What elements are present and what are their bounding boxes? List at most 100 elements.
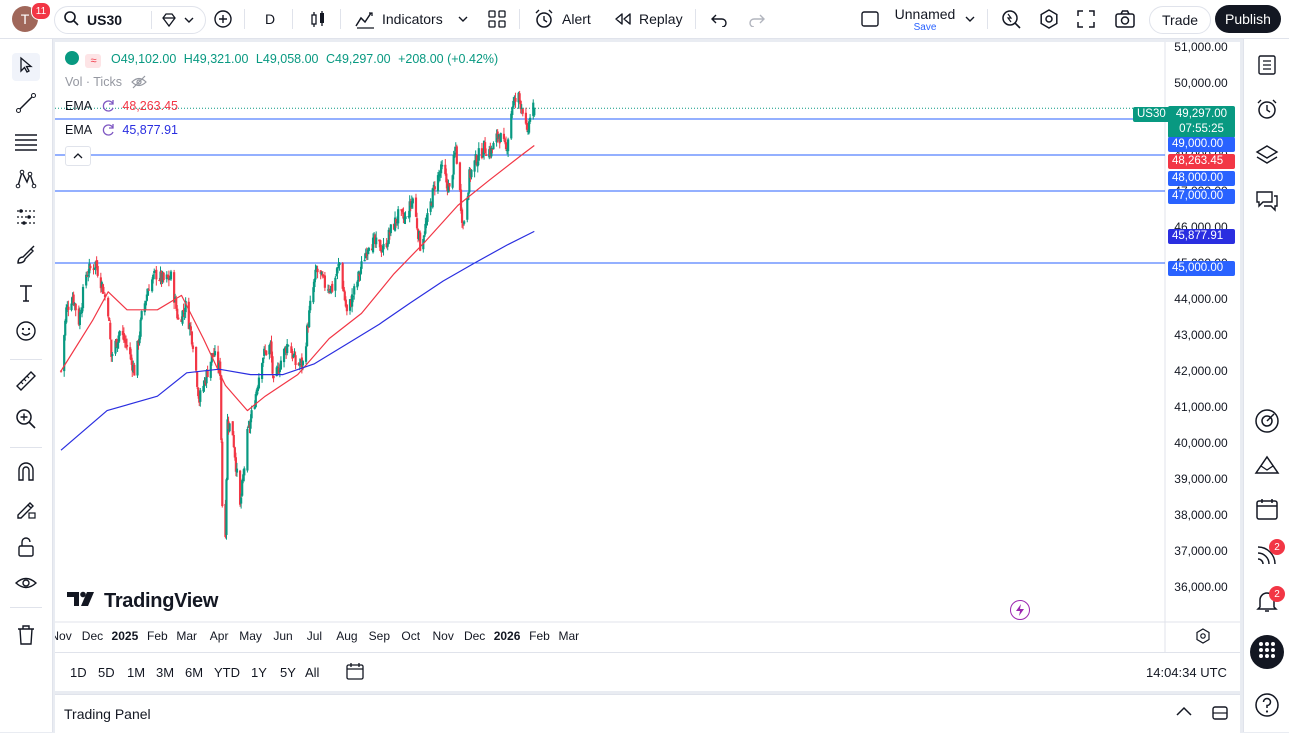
indicators-button[interactable]: Indicators bbox=[354, 0, 469, 38]
help-button[interactable] bbox=[1253, 692, 1281, 721]
remove-drawings-tool[interactable] bbox=[12, 623, 40, 651]
compare-button[interactable] bbox=[213, 0, 233, 38]
candle-body bbox=[96, 265, 99, 276]
publish-button[interactable]: Publish bbox=[1215, 5, 1281, 33]
y-tick-label: 43,000.00 bbox=[1174, 328, 1228, 342]
candle-body bbox=[470, 169, 473, 178]
text-tool[interactable] bbox=[12, 281, 40, 309]
fullscreen-button[interactable] bbox=[1076, 0, 1096, 38]
pattern-tool[interactable] bbox=[12, 167, 40, 195]
trend-line-tool[interactable] bbox=[12, 91, 40, 119]
candle-body bbox=[294, 355, 297, 366]
range-button-6m[interactable]: 6M bbox=[185, 664, 204, 680]
range-button-all[interactable]: All bbox=[305, 664, 320, 680]
candle-body bbox=[345, 304, 348, 312]
events-lightning-icon[interactable] bbox=[1010, 600, 1030, 620]
brush-tool[interactable] bbox=[12, 243, 40, 271]
x-tick-label: Jun bbox=[273, 629, 292, 643]
axis-settings-icon[interactable] bbox=[1195, 628, 1211, 649]
interval-label: D bbox=[265, 11, 276, 27]
zoom-in-tool[interactable] bbox=[12, 407, 40, 435]
range-button-ytd[interactable]: YTD bbox=[214, 664, 240, 680]
go-to-date-button[interactable] bbox=[345, 653, 365, 691]
undo-button[interactable] bbox=[710, 0, 728, 38]
range-button-5y[interactable]: 5Y bbox=[280, 664, 296, 680]
quick-search-button[interactable] bbox=[1000, 0, 1022, 38]
measure-tool[interactable] bbox=[12, 369, 40, 397]
forecast-tool[interactable] bbox=[12, 205, 40, 233]
magnet-tool[interactable] bbox=[12, 459, 40, 487]
layout-menu-chevron[interactable] bbox=[964, 0, 976, 38]
redo-button[interactable] bbox=[748, 0, 766, 38]
icons-tool[interactable] bbox=[12, 319, 40, 347]
trading-panel-title[interactable]: Trading Panel bbox=[64, 706, 151, 722]
collapse-legend-button[interactable] bbox=[65, 146, 91, 166]
x-tick-label: Nov bbox=[433, 629, 454, 643]
chart-pane[interactable]: 36,000.00 37,000.00 38,000.00 39,000.00 40,0… bbox=[55, 42, 1240, 652]
alerts-sidebar-button[interactable] bbox=[1253, 97, 1281, 125]
series-toggle[interactable] bbox=[65, 51, 79, 65]
range-button-5d[interactable]: 5D bbox=[98, 664, 115, 680]
avatar-letter: T bbox=[20, 11, 30, 27]
x-tick-label: Apr bbox=[210, 629, 229, 643]
fib-tool[interactable] bbox=[12, 130, 40, 158]
candle-body bbox=[533, 108, 536, 116]
panel-maximize-button[interactable] bbox=[1211, 705, 1229, 726]
data-window-button[interactable] bbox=[1253, 143, 1281, 171]
ema-fast-legend[interactable]: EMA 48,263.45 bbox=[65, 99, 178, 116]
chevron-down-icon[interactable] bbox=[183, 12, 195, 33]
candle-body bbox=[492, 143, 495, 150]
candle-body bbox=[387, 229, 390, 244]
eye-off-icon[interactable] bbox=[131, 75, 148, 92]
x-tick-label: Oct bbox=[401, 629, 420, 643]
calendar-button[interactable] bbox=[1253, 497, 1281, 525]
candle-body bbox=[195, 346, 198, 371]
candle-body bbox=[338, 262, 341, 266]
level-47000-label: 47,000.00 bbox=[1168, 189, 1235, 204]
candle-body bbox=[477, 148, 480, 161]
stay-drawing-tool[interactable] bbox=[12, 497, 40, 525]
symbol-search[interactable]: US30 bbox=[54, 6, 206, 34]
layout-save-link[interactable]: Save bbox=[913, 22, 937, 33]
lock-tool[interactable] bbox=[12, 535, 40, 563]
candle-body bbox=[272, 375, 275, 379]
range-button-1y[interactable]: 1Y bbox=[251, 664, 267, 680]
candle-body bbox=[316, 268, 319, 273]
trade-button[interactable]: Trade bbox=[1149, 6, 1212, 34]
settings-button[interactable] bbox=[1038, 0, 1060, 38]
candle-body bbox=[401, 209, 404, 213]
candle-body bbox=[382, 243, 385, 250]
panel-collapse-button[interactable] bbox=[1175, 705, 1193, 724]
pine-button[interactable] bbox=[1253, 453, 1281, 481]
replay-button[interactable]: Replay bbox=[613, 0, 683, 38]
range-button-1m[interactable]: 1M bbox=[127, 664, 146, 680]
price-chart[interactable]: 36,000.00 37,000.00 38,000.00 39,000.00 40,0… bbox=[55, 42, 1240, 652]
candle-body bbox=[357, 271, 360, 282]
candle-body bbox=[519, 100, 522, 110]
layout-name-block[interactable]: Unnamed Save bbox=[893, 6, 957, 33]
snapshot-button[interactable] bbox=[1114, 0, 1136, 38]
candle-body bbox=[260, 363, 264, 379]
chart-type-button[interactable] bbox=[308, 0, 328, 38]
cursor-tool[interactable] bbox=[12, 53, 40, 81]
range-button-1d[interactable]: 1D bbox=[70, 664, 87, 680]
layout-button[interactable] bbox=[860, 0, 880, 38]
plus-circle-icon bbox=[213, 9, 233, 29]
candle-body bbox=[87, 274, 90, 276]
templates-button[interactable] bbox=[487, 0, 507, 38]
utc-clock[interactable]: 14:04:34 UTC bbox=[1146, 664, 1227, 680]
legend-open: O49,102.00 bbox=[110, 52, 177, 66]
products-menu-button[interactable] bbox=[1250, 635, 1284, 669]
refresh-icon bbox=[101, 99, 115, 116]
screener-button[interactable] bbox=[1253, 408, 1281, 437]
last-price-value: 49,297.00 bbox=[1175, 108, 1228, 120]
candle-body bbox=[410, 201, 413, 208]
chats-button[interactable] bbox=[1253, 189, 1281, 217]
alert-button[interactable]: Alert bbox=[533, 0, 591, 38]
ema-slow-legend[interactable]: EMA 45,877.91 bbox=[65, 123, 178, 140]
hide-drawings-tool[interactable] bbox=[12, 571, 40, 599]
range-button-3m[interactable]: 3M bbox=[156, 664, 175, 680]
watchlist-button[interactable] bbox=[1253, 53, 1281, 81]
watchlist-diamond-icon[interactable] bbox=[161, 12, 177, 33]
interval-button[interactable]: D bbox=[265, 0, 275, 38]
